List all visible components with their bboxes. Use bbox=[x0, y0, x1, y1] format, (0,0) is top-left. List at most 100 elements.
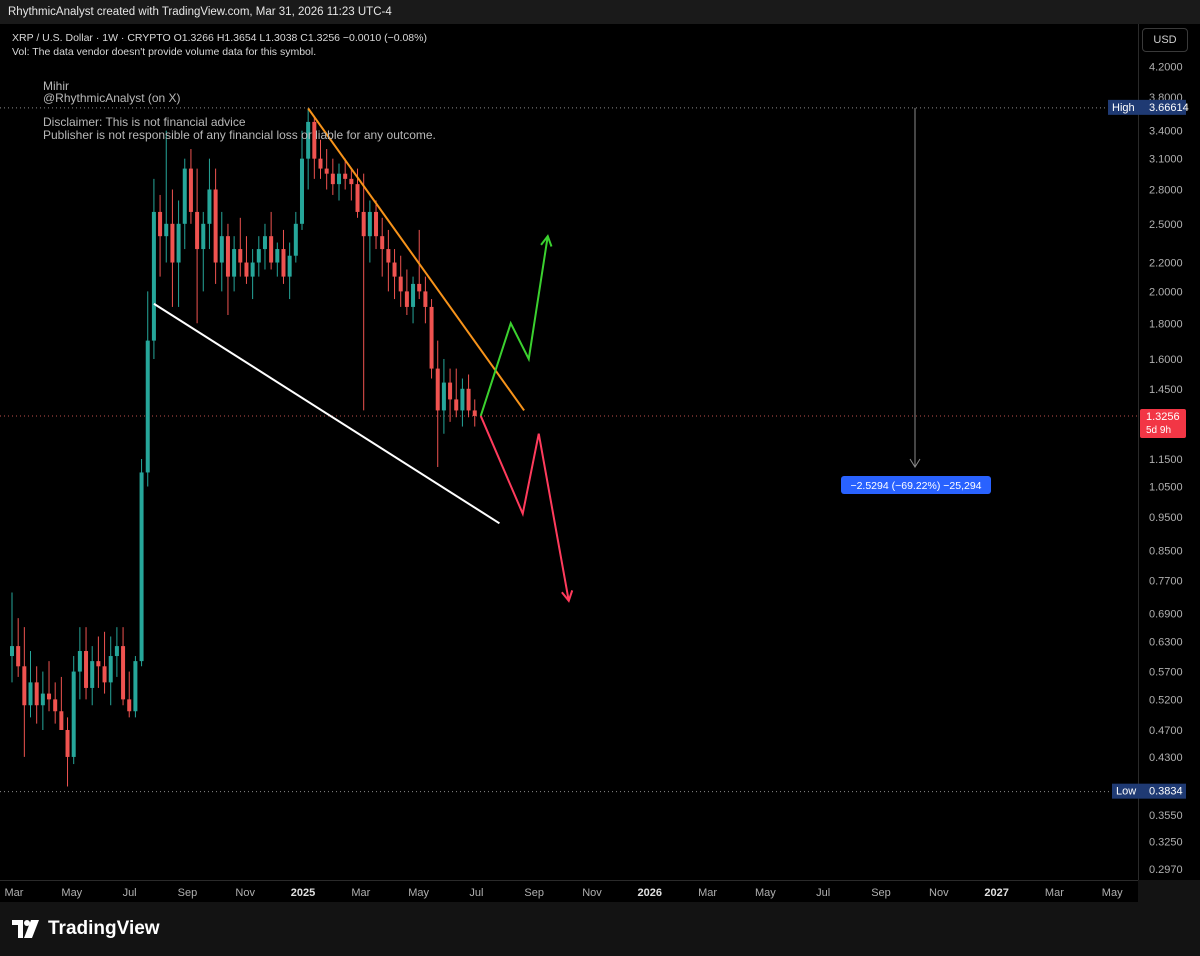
measure-arrowhead bbox=[909, 458, 921, 468]
chart-svg: −2.5294 (−69.22%) −25,294 4.20003.80003.… bbox=[0, 62, 1189, 899]
candle-body bbox=[232, 249, 237, 277]
brand-name: TradingView bbox=[48, 918, 160, 939]
candle-body bbox=[269, 236, 274, 263]
high-label-value: 3.66614 bbox=[1149, 102, 1189, 114]
time-tick-label: May bbox=[61, 887, 82, 899]
time-tick-label: Mar bbox=[698, 887, 717, 899]
candle-body bbox=[225, 236, 230, 277]
tradingview-logo[interactable]: TradingView bbox=[12, 918, 160, 940]
candle-body bbox=[398, 276, 403, 292]
bearish-projection-arrow bbox=[479, 415, 570, 601]
candle-body bbox=[287, 255, 292, 277]
candle-body bbox=[318, 158, 323, 169]
high-label-box bbox=[1108, 99, 1186, 115]
time-tick-label: Nov bbox=[235, 887, 255, 899]
price-tick-label: 0.6900 bbox=[1149, 609, 1183, 621]
time-tick-label: Mar bbox=[5, 887, 24, 899]
time-tick-label: Sep bbox=[178, 887, 198, 899]
candle-body bbox=[256, 249, 261, 263]
price-tick-label: 0.7700 bbox=[1149, 575, 1183, 587]
candle-body bbox=[213, 189, 218, 263]
candle-body bbox=[195, 211, 200, 250]
candle-body bbox=[71, 671, 76, 757]
candle-body bbox=[349, 178, 354, 185]
candle-body bbox=[423, 291, 428, 307]
chart-area[interactable] bbox=[0, 24, 1138, 880]
candle-body bbox=[281, 249, 286, 277]
candle-body bbox=[164, 223, 169, 237]
candle-body bbox=[306, 121, 311, 159]
candle-body bbox=[404, 291, 409, 307]
candle-body bbox=[275, 249, 280, 263]
candle-body bbox=[84, 651, 89, 688]
candle-body bbox=[386, 249, 391, 263]
volume-note: Vol: The data vendor doesn't provide vol… bbox=[12, 46, 317, 58]
candle-body bbox=[411, 283, 416, 307]
time-tick-label: Jul bbox=[469, 887, 483, 899]
low-label-text: Low bbox=[1116, 786, 1136, 798]
candle-body bbox=[293, 223, 298, 256]
price-tick-label: 0.5700 bbox=[1149, 667, 1183, 679]
time-tick-label: Mar bbox=[351, 887, 370, 899]
price-tick-label: 0.2970 bbox=[1149, 864, 1183, 876]
candle-body bbox=[207, 189, 212, 224]
time-tick-label: Sep bbox=[524, 887, 544, 899]
price-tick-label: 2.8000 bbox=[1149, 184, 1183, 196]
candle-body bbox=[299, 158, 304, 224]
currency-button[interactable]: USD bbox=[1142, 28, 1188, 52]
time-axis[interactable] bbox=[0, 880, 1138, 903]
time-tick-label: Sep bbox=[871, 887, 891, 899]
candle-body bbox=[188, 168, 193, 212]
candle-body bbox=[145, 340, 150, 473]
footer bbox=[0, 902, 1200, 956]
price-tick-label: 0.9500 bbox=[1149, 512, 1183, 524]
candle-body bbox=[219, 236, 224, 263]
candle-body bbox=[244, 262, 249, 277]
price-tick-label: 4.2000 bbox=[1149, 62, 1183, 74]
author-name: Mihir bbox=[43, 79, 69, 93]
candle-body bbox=[127, 699, 132, 712]
candle-body bbox=[355, 184, 360, 212]
time-tick-label: 2025 bbox=[291, 887, 315, 899]
price-tick-label: 3.4000 bbox=[1149, 126, 1183, 138]
candle-body bbox=[250, 262, 255, 277]
resistance-trendline bbox=[307, 107, 525, 412]
candle-body bbox=[53, 699, 58, 712]
price-tick-label: 2.5000 bbox=[1149, 219, 1183, 231]
candle-body bbox=[374, 211, 379, 237]
candle-body bbox=[65, 729, 70, 757]
candle-body bbox=[121, 646, 126, 700]
price-tick-label: 0.4300 bbox=[1149, 752, 1183, 764]
candle-body bbox=[429, 306, 434, 369]
bearish-projection-arrow-arrowhead bbox=[561, 590, 574, 603]
time-tick-label: Jul bbox=[816, 887, 830, 899]
candle-body bbox=[392, 262, 397, 277]
candle-body bbox=[47, 693, 52, 700]
candle-body bbox=[380, 236, 385, 250]
price-tick-label: 1.6000 bbox=[1149, 354, 1183, 366]
candle-body bbox=[448, 382, 453, 400]
low-label-box bbox=[1112, 783, 1186, 799]
candle-body bbox=[133, 661, 138, 712]
candle-body bbox=[182, 168, 187, 224]
high-label-text: High bbox=[1112, 102, 1135, 114]
price-tick-label: 1.8000 bbox=[1149, 318, 1183, 330]
price-tick-label: 1.4500 bbox=[1149, 384, 1183, 396]
candle-body bbox=[96, 661, 101, 667]
price-tick-label: 2.0000 bbox=[1149, 286, 1183, 298]
candle-body bbox=[330, 173, 335, 185]
time-tick-label: Mar bbox=[1045, 887, 1064, 899]
price-tick-label: 0.5200 bbox=[1149, 694, 1183, 706]
candle-body bbox=[176, 223, 181, 263]
support-trendline bbox=[153, 302, 500, 525]
candle-body bbox=[417, 283, 422, 292]
bullish-projection-arrow bbox=[479, 236, 549, 417]
candle-body bbox=[90, 661, 95, 688]
candle-body bbox=[59, 711, 64, 730]
price-axis[interactable] bbox=[1138, 24, 1200, 880]
price-tick-label: 1.1500 bbox=[1149, 454, 1183, 466]
price-tick-label: 2.2000 bbox=[1149, 258, 1183, 270]
candle-body bbox=[158, 211, 163, 237]
time-tick-label: May bbox=[755, 887, 776, 899]
bar-countdown: 5d 9h bbox=[1146, 425, 1171, 436]
